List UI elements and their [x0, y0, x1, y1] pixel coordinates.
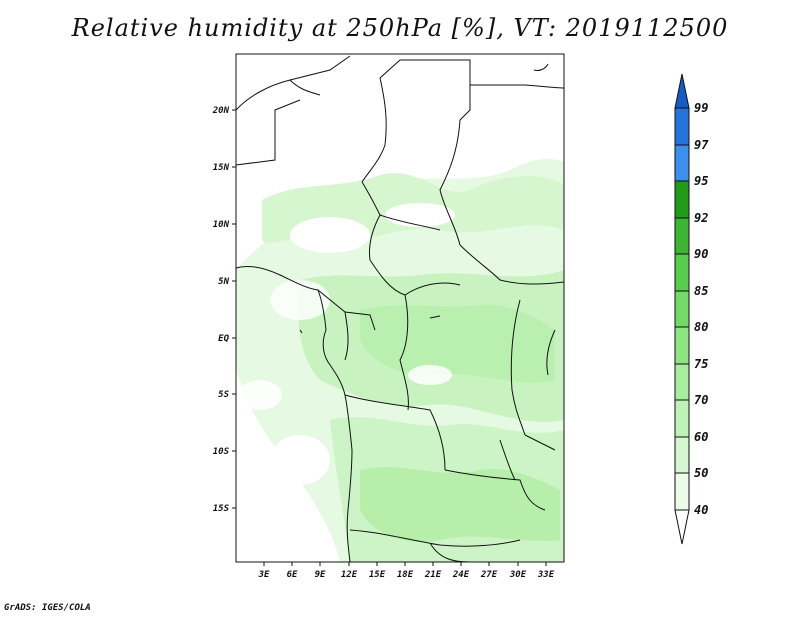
colorbar-label: 80 [694, 320, 708, 334]
colorbar-label: 99 [694, 101, 708, 115]
colorbar-label: 97 [694, 138, 709, 152]
colorbar-box [674, 436, 690, 474]
latitude-axis: 20N 15N 10N 5N EQ 5S 10S 15S [212, 106, 236, 514]
colorbar-box [674, 253, 690, 292]
lat-label: EQ [218, 334, 229, 344]
lon-label: 6E [287, 570, 298, 580]
colorbar-upper-triangle [674, 73, 690, 109]
map-title: Relative humidity at 250hPa [%], VT: 201… [71, 14, 729, 42]
grads-credit: GrADS: IGES/COLA [4, 603, 91, 613]
lon-label: 24E [452, 570, 470, 580]
lon-label: 3E [258, 570, 270, 580]
lat-label: 5S [218, 390, 229, 400]
lon-label: 21E [424, 570, 442, 580]
lat-label: 10N [213, 220, 230, 230]
lat-label: 15S [213, 504, 230, 514]
lat-label: 5N [218, 277, 229, 287]
longitude-axis: 3E 6E 9E 12E 15E 18E 21E 24E 27E 30E 33E [258, 562, 555, 580]
colorbar-label: 70 [694, 393, 708, 407]
colorbar-label: 85 [694, 284, 708, 298]
colorbar-box [674, 107, 690, 146]
colorbar-lower-triangle [674, 509, 690, 545]
lon-label: 9E [315, 570, 326, 580]
lon-label: 15E [369, 570, 386, 580]
colorbar-label: 95 [694, 174, 708, 188]
lon-label: 18E [397, 570, 414, 580]
colorbar-label: 92 [694, 211, 708, 225]
colorbar: 40 50 60 70 75 80 85 90 92 95 97 99 [674, 73, 709, 545]
country-borders [236, 55, 564, 562]
colorbar-label: 60 [694, 430, 708, 444]
lat-label: 15N [213, 163, 230, 173]
colorbar-box [674, 399, 690, 438]
lat-label: 10S [213, 447, 230, 457]
colorbar-label: 40 [694, 503, 708, 517]
colorbar-box [674, 217, 690, 255]
colorbar-box [674, 363, 690, 401]
lon-label: 12E [341, 570, 358, 580]
colorbar-label: 90 [694, 247, 708, 261]
colorbar-label: 75 [694, 357, 708, 371]
colorbar-box [674, 144, 690, 182]
colorbar-box [674, 290, 690, 328]
colorbar-box [674, 180, 690, 219]
lon-label: 27E [480, 570, 498, 580]
colorbar-box [674, 472, 690, 511]
lon-label: 30E [509, 570, 527, 580]
lat-label: 20N [212, 106, 230, 116]
colorbar-box [674, 326, 690, 365]
lon-label: 33E [537, 570, 555, 580]
map-frame [235, 53, 565, 563]
colorbar-label: 50 [694, 466, 708, 480]
